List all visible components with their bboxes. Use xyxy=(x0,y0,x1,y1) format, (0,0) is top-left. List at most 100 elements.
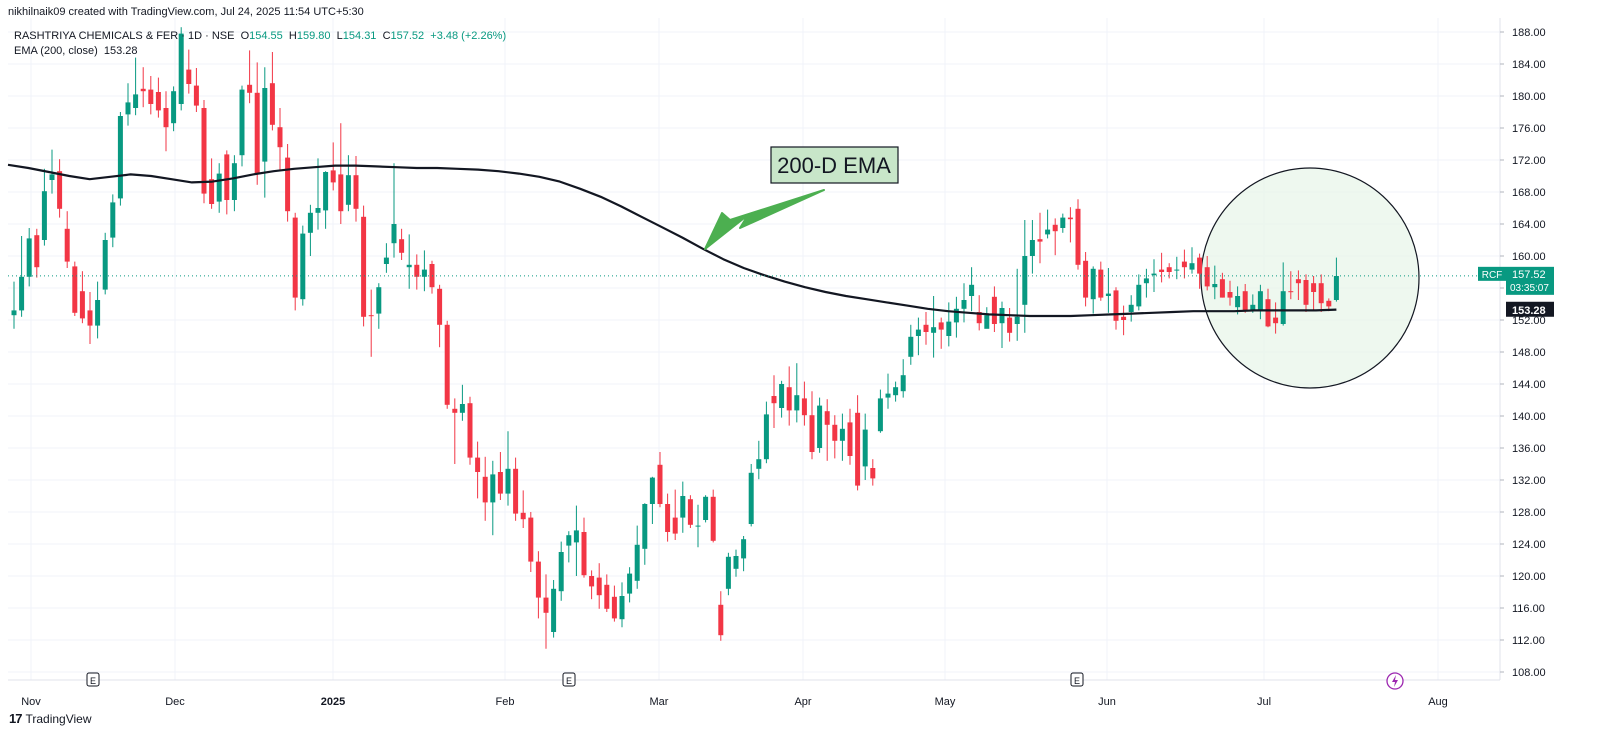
candle[interactable] xyxy=(247,50,253,104)
candle[interactable] xyxy=(824,399,830,461)
candle[interactable] xyxy=(1235,286,1241,315)
candle[interactable] xyxy=(41,168,47,246)
candle[interactable] xyxy=(1007,308,1013,342)
candle[interactable] xyxy=(482,456,488,521)
last-price-tag[interactable]: RCF 157.52 03:35:07 xyxy=(1478,266,1554,295)
candle[interactable] xyxy=(368,289,374,357)
candle[interactable] xyxy=(680,481,686,533)
candle[interactable] xyxy=(1197,253,1203,289)
candle[interactable] xyxy=(209,158,215,209)
candle[interactable] xyxy=(634,525,640,589)
candle[interactable] xyxy=(262,67,268,198)
candle[interactable] xyxy=(1037,212,1043,264)
candle[interactable] xyxy=(1273,302,1279,334)
candle[interactable] xyxy=(1090,266,1096,314)
candle[interactable] xyxy=(19,236,25,317)
candle[interactable] xyxy=(589,570,595,600)
candle[interactable] xyxy=(361,205,367,327)
candle[interactable] xyxy=(353,156,359,222)
candle[interactable] xyxy=(794,363,800,423)
candle[interactable] xyxy=(1257,284,1263,320)
candle[interactable] xyxy=(1280,262,1286,326)
candle[interactable] xyxy=(756,440,762,480)
candle[interactable] xyxy=(551,580,557,638)
candle[interactable] xyxy=(497,452,503,500)
candle[interactable] xyxy=(490,460,496,536)
candle[interactable] xyxy=(459,384,465,421)
candle[interactable] xyxy=(307,204,313,256)
candle[interactable] xyxy=(376,283,382,329)
candle[interactable] xyxy=(649,476,655,524)
candle[interactable] xyxy=(11,281,17,329)
candle[interactable] xyxy=(285,144,291,222)
candle[interactable] xyxy=(1204,256,1210,291)
candle[interactable] xyxy=(938,317,944,349)
candle[interactable] xyxy=(566,531,572,563)
candle[interactable] xyxy=(923,312,929,345)
candle[interactable] xyxy=(915,317,921,356)
candle[interactable] xyxy=(277,108,283,172)
candle[interactable] xyxy=(414,254,420,290)
candle[interactable] xyxy=(999,301,1005,348)
candle[interactable] xyxy=(421,250,427,292)
candle[interactable] xyxy=(535,551,541,619)
candle[interactable] xyxy=(87,292,93,344)
candle[interactable] xyxy=(627,567,633,603)
candle[interactable] xyxy=(155,77,161,118)
candle[interactable] xyxy=(117,112,123,206)
candle[interactable] xyxy=(543,574,549,649)
candle[interactable] xyxy=(1189,247,1195,274)
candle[interactable] xyxy=(171,86,177,132)
earnings-event-marker[interactable]: E xyxy=(1070,672,1084,687)
candle[interactable] xyxy=(839,413,845,461)
candle[interactable] xyxy=(239,85,245,167)
candle[interactable] xyxy=(57,159,63,218)
candle[interactable] xyxy=(345,155,351,212)
candle[interactable] xyxy=(581,517,587,578)
candle[interactable] xyxy=(125,83,131,126)
candle[interactable] xyxy=(748,464,754,527)
candle[interactable] xyxy=(710,489,716,543)
candle[interactable] xyxy=(1311,276,1317,311)
candle[interactable] xyxy=(619,582,625,628)
candle[interactable] xyxy=(520,490,526,528)
candle[interactable] xyxy=(163,91,169,152)
candle[interactable] xyxy=(817,397,823,453)
candle[interactable] xyxy=(1219,272,1225,298)
candle[interactable] xyxy=(34,228,40,278)
candle[interactable] xyxy=(1166,263,1172,279)
candle[interactable] xyxy=(893,381,899,402)
candle[interactable] xyxy=(801,381,807,426)
candle[interactable] xyxy=(72,261,78,316)
candle[interactable] xyxy=(573,505,579,576)
candle[interactable] xyxy=(718,591,724,641)
tradingview-brand[interactable]: 17 TradingView xyxy=(9,711,92,726)
candle[interactable] xyxy=(558,541,564,601)
candle[interactable] xyxy=(953,296,959,338)
candle[interactable] xyxy=(300,225,306,306)
candle[interactable] xyxy=(877,389,883,433)
candle[interactable] xyxy=(900,359,906,398)
candle[interactable] xyxy=(133,57,139,116)
candle[interactable] xyxy=(148,76,154,115)
candle[interactable] xyxy=(224,150,230,215)
candle[interactable] xyxy=(1242,284,1248,313)
candle[interactable] xyxy=(991,286,997,332)
candle[interactable] xyxy=(687,495,693,528)
candle[interactable] xyxy=(1014,268,1020,341)
candle[interactable] xyxy=(323,171,329,229)
candle[interactable] xyxy=(26,228,32,287)
candle[interactable] xyxy=(1212,265,1218,300)
candle[interactable] xyxy=(269,52,275,131)
candle[interactable] xyxy=(832,415,838,459)
candle[interactable] xyxy=(406,234,412,289)
candle[interactable] xyxy=(444,320,450,409)
candle[interactable] xyxy=(1052,218,1058,256)
candle[interactable] xyxy=(611,585,617,622)
ema-legend[interactable]: EMA (200, close) 153.28 xyxy=(14,45,138,57)
candle[interactable] xyxy=(231,155,237,212)
candle[interactable] xyxy=(847,408,853,465)
candle[interactable] xyxy=(1121,305,1127,336)
candle[interactable] xyxy=(1318,274,1324,312)
